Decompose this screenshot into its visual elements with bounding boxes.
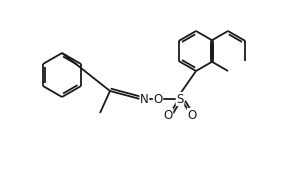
Text: N: N xyxy=(140,93,149,105)
Text: O: O xyxy=(187,108,197,122)
Text: O: O xyxy=(154,93,163,105)
Text: O: O xyxy=(163,108,173,122)
Text: S: S xyxy=(176,93,184,105)
